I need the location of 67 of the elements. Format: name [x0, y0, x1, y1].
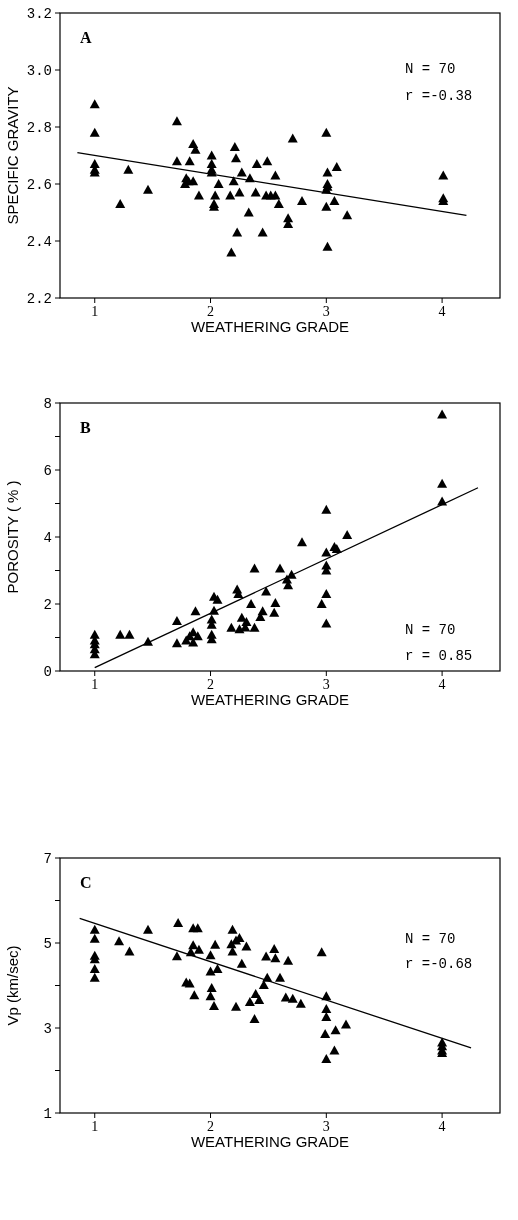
y-tick-label: 0 — [43, 664, 52, 680]
y-tick-label: 7 — [43, 851, 52, 867]
y-tick-label: 1 — [43, 1106, 52, 1122]
point — [171, 616, 182, 626]
y-tick-label: 2.6 — [26, 177, 52, 193]
annotation: A — [80, 29, 92, 46]
point — [342, 529, 353, 539]
x-tick-label: 4 — [438, 1119, 446, 1134]
annotation: r =-0.68 — [405, 956, 473, 972]
annotation: r =-0.38 — [405, 88, 473, 104]
y-axis-title: SPECIFIC GRAVITY — [4, 86, 21, 225]
x-axis-title: WEATHERING GRADE — [190, 318, 350, 335]
x-tick-label: 2 — [207, 677, 215, 692]
x-tick-label: 2 — [207, 1119, 215, 1134]
annotation: B — [80, 419, 91, 436]
annotation: C — [80, 874, 92, 891]
point — [226, 622, 237, 632]
point — [234, 624, 245, 634]
x-tick-label: 4 — [438, 677, 446, 692]
point — [270, 598, 281, 607]
point — [115, 629, 126, 639]
point — [190, 606, 201, 616]
y-tick-label: 4 — [43, 530, 52, 546]
x-tick-label: 1 — [91, 304, 99, 319]
y-tick-label: 8 — [43, 396, 52, 412]
point — [321, 618, 332, 628]
point — [321, 504, 332, 514]
annotation: r = 0.85 — [405, 648, 473, 664]
y-tick-label: 3.2 — [26, 6, 52, 22]
x-tick-label: 1 — [91, 1119, 99, 1134]
y-axis-title: POROSITY ( % ) — [4, 480, 21, 594]
y-tick-label: 3.0 — [26, 63, 52, 79]
y-tick-label: 2.8 — [26, 120, 52, 136]
x-tick-label: 2 — [207, 304, 215, 319]
y-tick-label: 5 — [43, 936, 52, 952]
y-axis-title: Vp (km/sec) — [4, 945, 21, 1026]
x-axis-title: WEATHERING GRADE — [190, 1133, 350, 1150]
point — [321, 547, 332, 557]
point — [269, 607, 280, 617]
point — [171, 638, 182, 648]
annotation: N = 70 — [405, 931, 456, 947]
point — [249, 622, 260, 632]
x-axis-title: WEATHERING GRADE — [190, 691, 350, 708]
x-tick-label: 1 — [91, 677, 99, 692]
point — [246, 599, 257, 608]
annotation: N = 70 — [405, 622, 456, 638]
point — [188, 637, 199, 647]
point — [437, 478, 448, 488]
point — [212, 594, 223, 604]
y-tick-label: 2 — [43, 597, 52, 613]
x-tick-label: 3 — [322, 1119, 330, 1134]
point — [261, 586, 272, 596]
point — [437, 409, 448, 419]
point — [316, 599, 327, 608]
x-tick-label: 4 — [438, 304, 446, 319]
point — [181, 635, 192, 645]
y-tick-label: 3 — [43, 1021, 52, 1037]
point — [321, 588, 332, 598]
y-tick-label: 2.4 — [26, 234, 52, 250]
y-tick-label: 6 — [43, 463, 52, 479]
point — [297, 537, 307, 547]
x-tick-label: 3 — [322, 677, 330, 692]
y-tick-label: 2.2 — [26, 291, 52, 307]
annotation: N = 70 — [405, 61, 456, 77]
point — [236, 612, 247, 622]
point — [124, 629, 135, 639]
x-tick-label: 3 — [322, 304, 330, 319]
